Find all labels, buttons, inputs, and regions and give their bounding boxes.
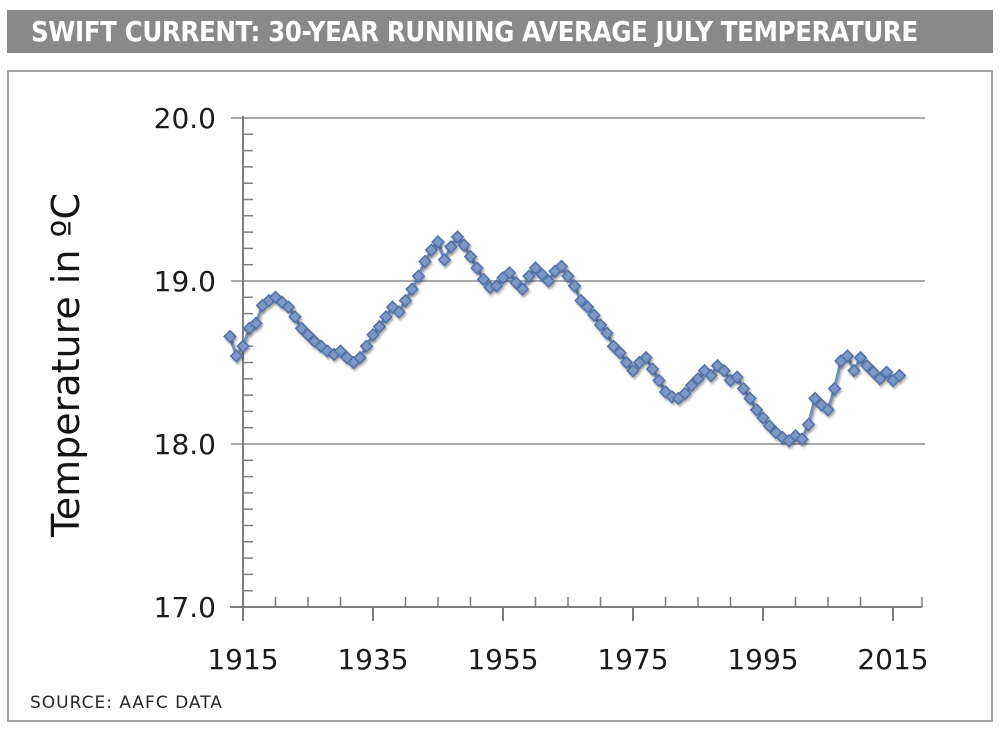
data-point-diamond (808, 391, 822, 406)
data-point-diamond (743, 391, 757, 406)
data-point-diamond (892, 368, 907, 383)
series-markers (223, 230, 907, 448)
data-point-diamond (652, 373, 666, 388)
data-point-diamond (645, 362, 660, 376)
data-point-diamond (600, 326, 614, 340)
data-point-diamond (593, 318, 608, 332)
data-point-diamond (437, 252, 452, 267)
data-point-diamond (795, 432, 809, 446)
data-point-diamond (528, 261, 543, 275)
data-point-diamond (879, 365, 894, 380)
data-point-diamond (392, 305, 406, 319)
data-point-diamond (522, 269, 536, 283)
data-point-diamond (489, 279, 504, 293)
data-point-diamond (431, 235, 445, 249)
data-point-diamond (476, 272, 491, 287)
y-tick-label: 17.0 (154, 591, 216, 624)
data-point-diamond (860, 358, 874, 373)
data-point-diamond (470, 261, 484, 275)
data-point-diamond (847, 363, 861, 378)
data-point-diamond (580, 300, 595, 314)
data-point-diamond (457, 238, 471, 252)
chart-title-bar: SWIFT CURRENT: 30-YEAR RUNNING AVERAGE J… (7, 10, 993, 53)
y-tick-label: 19.0 (154, 265, 216, 298)
data-point-diamond (626, 363, 640, 378)
data-point-diamond (379, 310, 393, 324)
data-point-diamond (294, 321, 309, 336)
x-tick-label: 1915 (207, 643, 278, 676)
data-point-diamond (223, 329, 237, 344)
data-point-diamond (704, 368, 718, 383)
data-point-diamond (821, 402, 835, 417)
data-point-diamond (444, 239, 458, 254)
data-point-diamond (418, 254, 432, 269)
data-point-diamond (606, 339, 621, 354)
data-point-diamond (236, 339, 250, 354)
data-point-diamond (717, 363, 731, 378)
data-point-diamond (502, 266, 517, 280)
data-point-diamond (762, 419, 777, 433)
source-note: SOURCE: AAFC DATA (30, 693, 223, 713)
data-point-diamond (366, 327, 380, 342)
chart-frame (7, 70, 993, 722)
x-tick-label: 1955 (467, 643, 538, 676)
data-point-diamond (463, 249, 478, 264)
x-tick-label: 1935 (337, 643, 408, 676)
x-tick-label: 1995 (727, 643, 798, 676)
data-point-diamond (424, 243, 439, 257)
data-point-diamond (450, 230, 465, 244)
data-point-diamond (619, 355, 634, 370)
x-tick-label: 1975 (597, 643, 668, 676)
data-point-diamond (359, 339, 374, 354)
data-point-diamond (554, 259, 569, 274)
y-tick-label: 18.0 (154, 428, 216, 461)
x-tick-label: 2015 (857, 643, 928, 676)
data-point-diamond (288, 310, 302, 324)
data-point-diamond (801, 417, 816, 432)
data-point-diamond (691, 371, 705, 386)
data-point-diamond (561, 269, 575, 283)
data-point-diamond (372, 319, 387, 334)
data-point-diamond (281, 300, 296, 314)
data-point-diamond (827, 381, 842, 396)
y-axis-title: Temperature in ºC (44, 193, 88, 537)
data-point-diamond (756, 411, 770, 425)
data-point-diamond (411, 269, 426, 283)
data-point-diamond (840, 349, 855, 363)
data-point-diamond (541, 274, 556, 288)
data-point-diamond (853, 350, 868, 365)
data-point-diamond (736, 381, 751, 396)
data-point-diamond (229, 349, 244, 363)
data-point-diamond (398, 293, 413, 308)
data-point-diamond (567, 279, 582, 293)
data-point-diamond (405, 282, 419, 296)
y-tick-label: 20.0 (154, 102, 216, 135)
data-point-diamond (873, 371, 887, 386)
data-point-diamond (515, 282, 530, 296)
data-point-diamond (353, 350, 367, 365)
data-point-diamond (535, 267, 549, 282)
data-point-diamond (301, 327, 315, 342)
data-point-diamond (639, 350, 653, 365)
data-point-diamond (587, 308, 601, 323)
data-point-diamond (333, 344, 348, 358)
data-point-diamond (749, 402, 764, 417)
data-point-diamond (684, 378, 699, 393)
data-point-diamond (613, 345, 627, 360)
data-point-diamond (509, 275, 523, 290)
data-point-diamond (249, 316, 263, 331)
chart-title: SWIFT CURRENT: 30-YEAR RUNNING AVERAGE J… (31, 15, 918, 48)
data-point-diamond (730, 370, 744, 385)
data-point-diamond (866, 365, 881, 380)
data-point-diamond (678, 386, 692, 401)
data-point-diamond (574, 293, 588, 308)
